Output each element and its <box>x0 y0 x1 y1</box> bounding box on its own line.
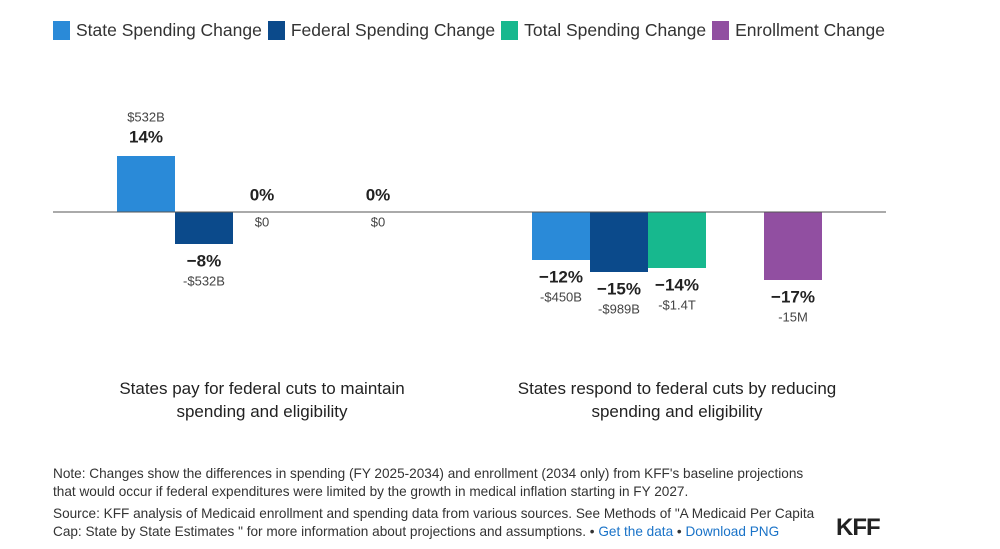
source-text: Source: KFF analysis of Medicaid enrollm… <box>53 506 815 539</box>
value-label: 0% <box>366 185 391 204</box>
get-data-link[interactable]: Get the data <box>598 524 674 539</box>
value-label: −15% <box>597 279 641 298</box>
legend-label: State Spending Change <box>76 20 262 40</box>
legend-item: State Spending Change <box>53 20 262 41</box>
amount-label: $532B <box>127 109 165 124</box>
legend-swatch <box>267 21 285 40</box>
legend-item: Federal Spending Change <box>267 20 496 41</box>
bar <box>117 156 175 212</box>
legend-item: Enrollment Change <box>712 20 885 41</box>
value-label: 14% <box>129 127 163 146</box>
category-label: States respond to federal cuts by reduci… <box>517 379 837 421</box>
amount-label: -$450B <box>540 289 582 304</box>
value-label: −8% <box>187 251 222 270</box>
bar <box>648 212 706 268</box>
legend-swatch <box>53 21 70 40</box>
bar <box>175 212 233 244</box>
amount-label: -$989B <box>598 301 640 316</box>
legend: State Spending Change Federal Spending Ch… <box>53 20 885 41</box>
category-label: States pay for federal cuts to maintain … <box>119 379 405 421</box>
value-label: 0% <box>250 185 275 204</box>
legend-item: Total Spending Change <box>501 20 706 41</box>
amount-label: -$532B <box>183 273 225 288</box>
value-label: −17% <box>771 287 815 306</box>
note: Note: Changes show the differences in sp… <box>53 466 804 499</box>
separator: • <box>589 524 595 539</box>
legend-swatch <box>712 21 730 40</box>
amount-label: $0 <box>371 214 385 229</box>
source: Source: KFF analysis of Medicaid enrollm… <box>53 505 823 541</box>
value-label: −12% <box>539 267 583 286</box>
download-link[interactable]: Download PNG <box>685 524 780 539</box>
bar <box>764 212 822 280</box>
bar <box>532 212 590 260</box>
legend-swatch <box>501 21 519 40</box>
legend-label: Enrollment Change <box>735 20 885 40</box>
legend-label: Total Spending Change <box>524 20 707 40</box>
amount-label: -15M <box>778 309 808 324</box>
legend-label: Federal Spending Change <box>290 20 496 40</box>
separator: • <box>676 524 682 539</box>
amount-label: $0 <box>255 214 269 229</box>
amount-label: -$1.4T <box>658 297 696 312</box>
value-label: −14% <box>655 275 699 294</box>
logo: KFF <box>836 514 881 541</box>
bar <box>590 212 648 272</box>
